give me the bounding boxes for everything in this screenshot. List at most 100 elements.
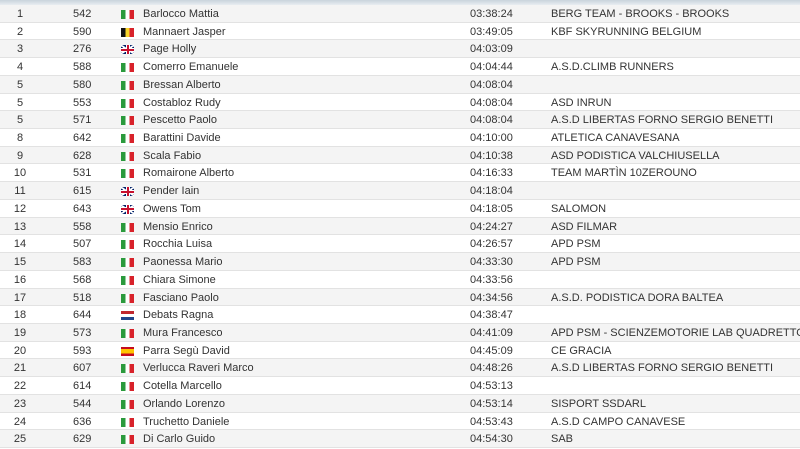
athlete-name[interactable]: Bressan Alberto <box>143 78 221 91</box>
club: A.S.D. PODISTICA DORA BALTEA <box>551 291 724 304</box>
table-row[interactable]: 12 643 Owens Tom 04:18:05 SALOMON <box>0 199 800 218</box>
table-row[interactable]: 5 571 Pescetto Paolo 04:08:04 A.S.D LIBERTAS… <box>0 111 800 130</box>
table-row[interactable]: 13 558 Mensio Enrico 04:24:27 ASD FILMAR <box>0 217 800 236</box>
flag-it-icon <box>121 134 134 144</box>
athlete-name[interactable]: Chiara Simone <box>143 273 216 286</box>
club: SALOMON <box>551 202 607 215</box>
table-row[interactable]: 24 636 Truchetto Daniele 04:53:43 A.S.D CAMP… <box>0 412 800 431</box>
table-row[interactable]: 15 583 Paonessa Mario 04:33:30 APD PSM <box>0 253 800 271</box>
bib-number: 568 <box>73 273 92 286</box>
table-row[interactable]: 23 544 Orlando Lorenzo 04:53:14 SISPORT SSDA… <box>0 394 800 413</box>
athlete-name[interactable]: Mannaert Jasper <box>143 25 226 38</box>
table-row[interactable]: 10 531 Romairone Alberto 04:16:33 TEAM MARTÌ… <box>0 164 800 183</box>
athlete-name[interactable]: Mensio Enrico <box>143 220 213 233</box>
club: A.S.D LIBERTAS FORNO SERGIO BENETTI <box>551 114 774 127</box>
table-row[interactable]: 16 568 Chiara Simone 04:33:56 <box>0 270 800 289</box>
rank: 5 <box>16 96 24 109</box>
athlete-name[interactable]: Cotella Marcello <box>143 380 222 393</box>
athlete-name[interactable]: Romairone Alberto <box>143 167 235 180</box>
finish-time: 04:04:44 <box>470 61 513 74</box>
flag-it-icon <box>121 364 134 374</box>
athlete-name[interactable]: Rocchia Luisa <box>143 238 213 251</box>
rank: 22 <box>13 380 27 393</box>
table-row[interactable]: 14 507 Rocchia Luisa 04:26:57 APD PSM <box>0 235 800 254</box>
table-row[interactable]: 17 518 Fasciano Paolo 04:34:56 A.S.D. PODIST… <box>0 288 800 307</box>
rank: 10 <box>13 167 27 180</box>
athlete-name[interactable]: Pescetto Paolo <box>143 114 217 127</box>
athlete-name[interactable]: Debats Ragna <box>143 309 214 322</box>
finish-time: 04:48:26 <box>470 362 513 375</box>
athlete-name[interactable]: Di Carlo Guido <box>143 433 216 446</box>
athlete-name[interactable]: Comerro Emanuele <box>143 61 239 74</box>
table-row[interactable]: 1 542 Barlocco Mattia 03:38:24 BERG TEAM - B… <box>0 5 800 23</box>
club: ASD INRUN <box>551 96 612 109</box>
table-row[interactable]: 3 276 Page Holly 04:03:09 <box>0 40 800 59</box>
flag-it-icon <box>121 417 134 427</box>
athlete-name[interactable]: Barattini Davide <box>143 132 221 145</box>
bib-number: 629 <box>73 433 92 446</box>
flag-it-icon <box>121 10 134 19</box>
table-row[interactable]: 4 588 Comerro Emanuele 04:04:44 A.S.D.CLIMB … <box>0 58 800 76</box>
athlete-name[interactable]: Owens Tom <box>143 202 201 215</box>
rank: 23 <box>13 397 27 410</box>
bib-number: 644 <box>73 309 92 322</box>
rank: 25 <box>13 433 27 446</box>
table-row[interactable]: 2 590 Mannaert Jasper 03:49:05 KBF SKYRUNNIN… <box>0 22 800 41</box>
bib-number: 518 <box>73 291 92 304</box>
finish-time: 04:26:57 <box>470 238 513 251</box>
finish-time: 03:38:24 <box>470 8 513 20</box>
finish-time: 04:38:47 <box>470 309 513 322</box>
athlete-name[interactable]: Costabloz Rudy <box>143 96 221 109</box>
table-row[interactable]: 20 593 Parra Segù David 04:45:09 CE GRACIA <box>0 341 800 360</box>
athlete-name[interactable]: Parra Segù David <box>143 344 230 357</box>
flag-nl-icon <box>121 311 134 321</box>
bib-number: 583 <box>73 256 92 269</box>
flag-it-icon <box>121 435 134 445</box>
table-row[interactable]: 19 573 Mura Francesco 04:41:09 APD PSM - SCI… <box>0 323 800 342</box>
rank: 5 <box>16 114 24 127</box>
athlete-name[interactable]: Truchetto Daniele <box>143 415 230 428</box>
club: SISPORT SSDARL <box>551 397 646 410</box>
athlete-name[interactable]: Fasciano Paolo <box>143 291 219 304</box>
athlete-name[interactable]: Pender Iain <box>143 185 200 198</box>
table-row[interactable]: 9 628 Scala Fabio 04:10:38 ASD PODISTICA VAL… <box>0 146 800 165</box>
finish-time: 04:16:33 <box>470 167 513 180</box>
flag-gb-icon <box>121 204 134 214</box>
table-row[interactable]: 5 580 Bressan Alberto 04:08:04 <box>0 75 800 94</box>
results-table: 1 542 Barlocco Mattia 03:38:24 BERG TEAM - B… <box>0 5 800 448</box>
table-row[interactable]: 11 615 Pender Iain 04:18:04 <box>0 182 800 200</box>
rank: 9 <box>16 149 24 162</box>
table-row[interactable]: 25 629 Di Carlo Guido 04:54:30 SAB <box>0 430 800 448</box>
finish-time: 04:24:27 <box>470 220 513 233</box>
club: BERG TEAM - BROOKS - BROOKS <box>551 8 730 20</box>
flag-es-icon <box>121 346 134 356</box>
bib-number: 614 <box>73 380 92 393</box>
finish-time: 04:08:04 <box>470 78 513 91</box>
club: ASD FILMAR <box>551 220 618 233</box>
bib-number: 628 <box>73 149 92 162</box>
athlete-name[interactable]: Scala Fabio <box>143 149 202 162</box>
athlete-name[interactable]: Verlucca Raveri Marco <box>143 362 254 375</box>
athlete-name[interactable]: Page Holly <box>143 43 197 56</box>
bib-number: 507 <box>73 238 92 251</box>
rank: 11 <box>14 185 26 198</box>
club: ASD PODISTICA VALCHIUSELLA <box>551 149 720 162</box>
table-row[interactable]: 22 614 Cotella Marcello 04:53:13 <box>0 377 800 395</box>
flag-it-icon <box>121 240 134 250</box>
rank: 12 <box>13 202 27 215</box>
bib-number: 531 <box>73 167 92 180</box>
rank: 16 <box>13 273 27 286</box>
flag-it-icon <box>121 98 134 108</box>
table-row[interactable]: 21 607 Verlucca Raveri Marco 04:48:26 A.S.D … <box>0 359 800 378</box>
bib-number: 558 <box>73 220 92 233</box>
table-row[interactable]: 18 644 Debats Ragna 04:38:47 <box>0 306 800 324</box>
athlete-name[interactable]: Orlando Lorenzo <box>143 397 225 410</box>
table-row[interactable]: 8 642 Barattini Davide 04:10:00 ATLETICA CAN… <box>0 129 800 147</box>
athlete-name[interactable]: Mura Francesco <box>143 326 223 339</box>
athlete-name[interactable]: Paonessa Mario <box>143 256 223 269</box>
rank: 2 <box>16 25 24 38</box>
rank: 5 <box>16 78 24 91</box>
table-row[interactable]: 5 553 Costabloz Rudy 04:08:04 ASD INRUN <box>0 93 800 112</box>
athlete-name[interactable]: Barlocco Mattia <box>143 8 219 20</box>
bib-number: 542 <box>73 8 92 20</box>
